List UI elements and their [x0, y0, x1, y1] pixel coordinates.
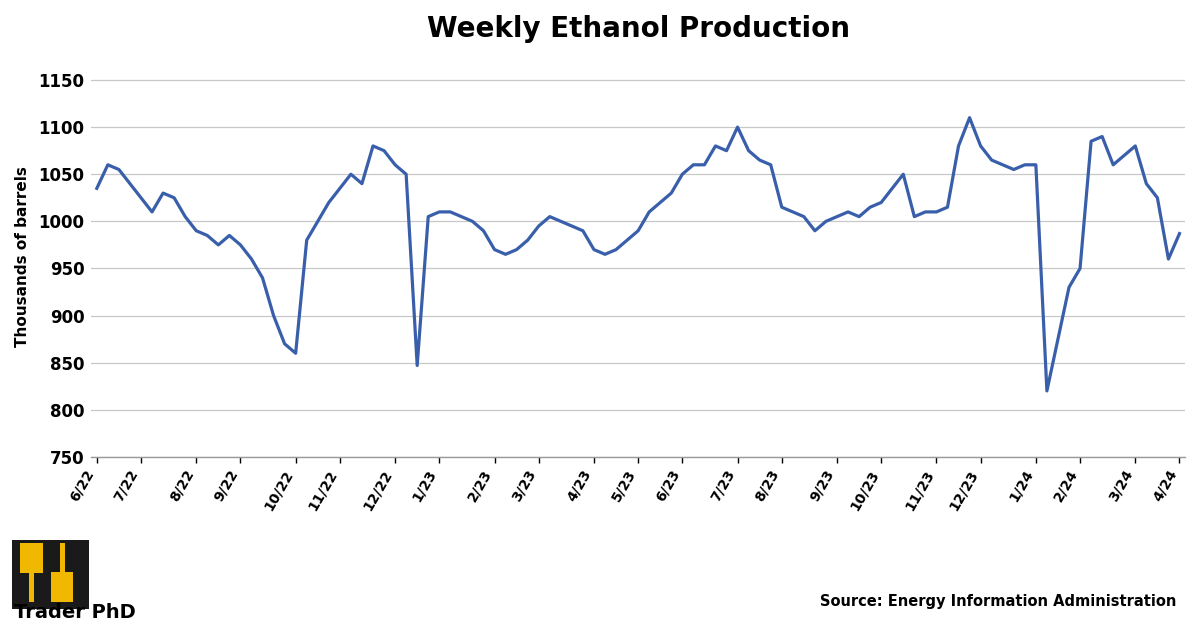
- Title: Weekly Ethanol Production: Weekly Ethanol Production: [427, 15, 850, 43]
- FancyBboxPatch shape: [29, 573, 35, 602]
- Text: Trader PhD: Trader PhD: [14, 603, 136, 622]
- Text: Source: Energy Information Administration: Source: Energy Information Administratio…: [820, 594, 1176, 609]
- Y-axis label: Thousands of barrels: Thousands of barrels: [16, 166, 30, 347]
- FancyBboxPatch shape: [60, 543, 65, 573]
- FancyBboxPatch shape: [50, 573, 73, 602]
- FancyBboxPatch shape: [12, 540, 89, 609]
- FancyBboxPatch shape: [20, 543, 43, 573]
